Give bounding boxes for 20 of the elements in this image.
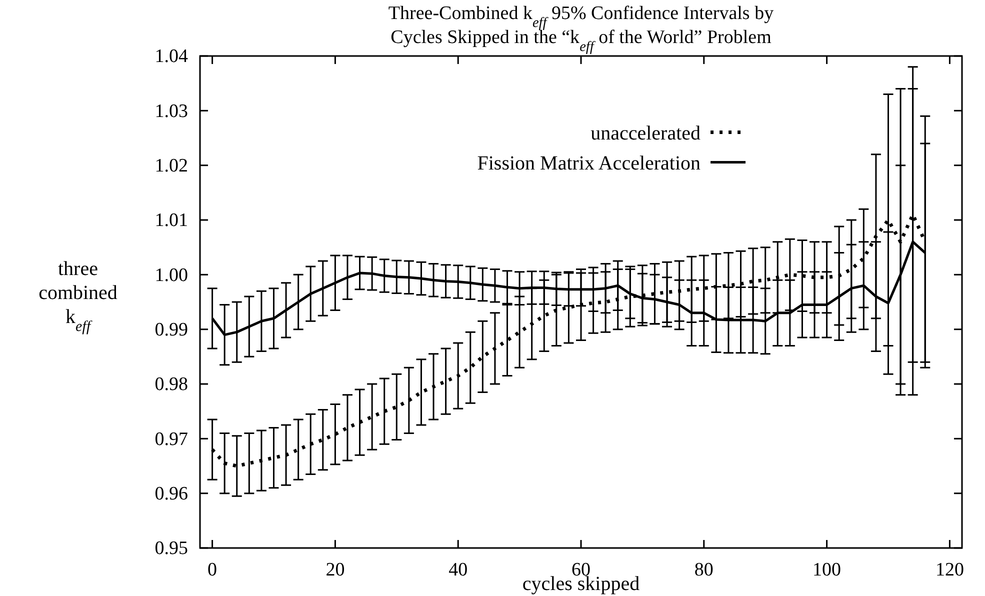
y-tick-label: 1.04: [154, 46, 188, 68]
legend-label: unaccelerated: [590, 122, 701, 144]
x-tick-label: 100: [812, 559, 842, 580]
y-tick-label: 1.02: [154, 155, 188, 176]
y-tick-label: 0.95: [154, 538, 188, 560]
x-tick-label: 80: [694, 559, 714, 580]
legend-label: Fission Matrix Acceleration: [477, 152, 701, 174]
y-tick-label: 1.00: [154, 264, 188, 286]
y-axis-title: three combined k$_{eff}$: [38, 258, 118, 335]
y-tick-label: 0.97: [154, 428, 188, 450]
y-tick-label: 0.98: [154, 374, 188, 396]
y-tick-label: 1.01: [154, 210, 188, 232]
y-tick-label: 0.96: [154, 483, 188, 504]
x-tick-label: 120: [935, 559, 964, 580]
x-tick-label: 0: [208, 559, 218, 580]
y-tick-label: 1.03: [154, 100, 188, 122]
y-tick-label: 0.99: [154, 319, 188, 340]
x-tick-label: 40: [448, 559, 468, 580]
chart-title: Three-Combined k$_{eff}$ 95% Confidence Intervals by Cycles Skipped in the “k$_{eff}$ of the World” Problem: [388, 3, 774, 55]
x-tick-label: 20: [326, 559, 345, 580]
